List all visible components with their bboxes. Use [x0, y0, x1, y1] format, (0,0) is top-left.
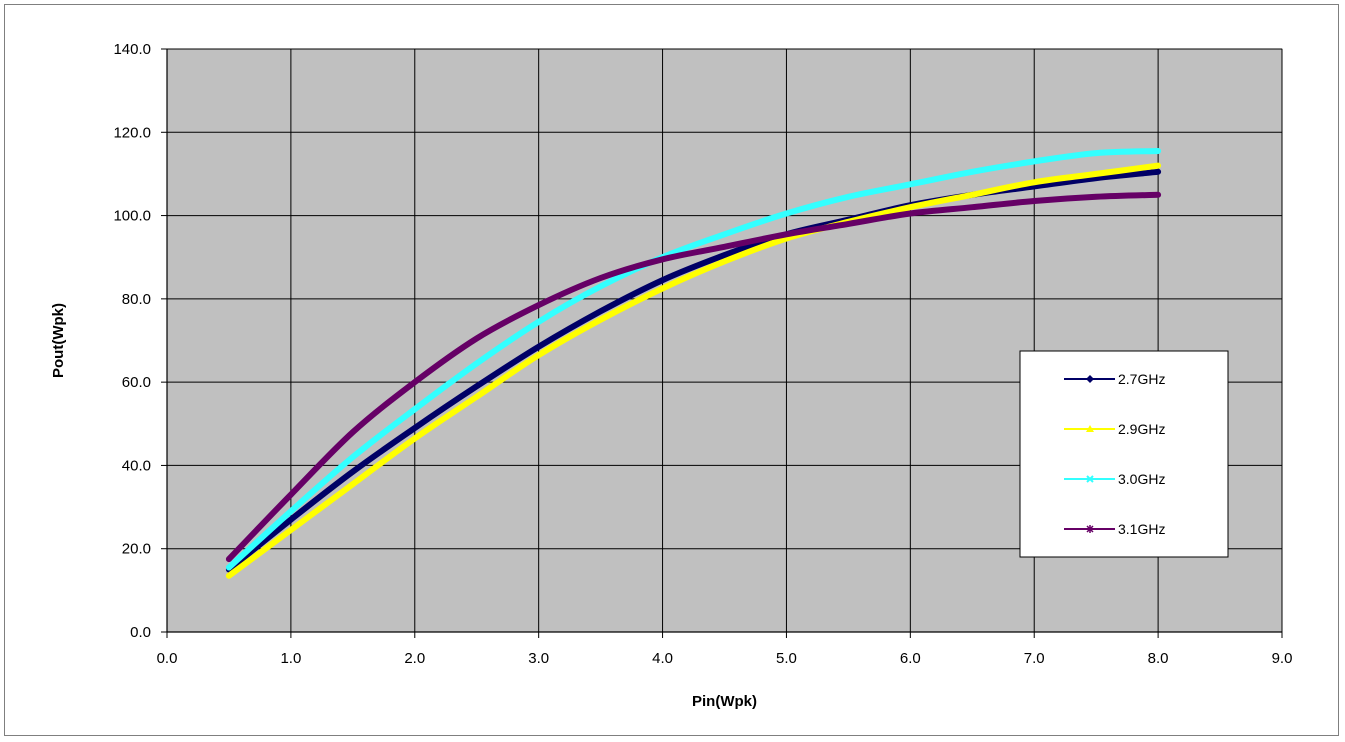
y-tick-label: 0.0 [130, 624, 151, 641]
x-tick-labels: 0.0 1.0 2.0 3.0 4.0 5.0 6.0 7.0 8.0 9.0 [157, 650, 1293, 667]
legend-marker-2-7ghz [1086, 375, 1094, 383]
legend-marker-2-9ghz [1086, 425, 1094, 432]
legend-marker-3-1ghz [1086, 525, 1094, 533]
x-tick-label: 8.0 [1148, 650, 1169, 667]
grid-lines [167, 48, 1283, 632]
series-line-2-9ghz [225, 162, 1162, 579]
legend-label-2-9ghz: 2.9GHz [1118, 421, 1165, 437]
x-tick-label: 5.0 [776, 650, 797, 667]
legend-label-3-0ghz: 3.0GHz [1118, 471, 1165, 487]
x-tick-label: 7.0 [1024, 650, 1045, 667]
y-tick-label: 20.0 [122, 541, 151, 558]
legend-label-3-1ghz: 3.1GHz [1118, 521, 1165, 537]
x-tick-label: 6.0 [900, 650, 921, 667]
x-axis-title: Pin(Wpk) [692, 693, 757, 710]
y-tick-label: 80.0 [122, 291, 151, 308]
x-tick-label: 1.0 [280, 650, 301, 667]
axes [161, 48, 1283, 638]
x-tick-label: 9.0 [1272, 650, 1293, 667]
y-tick-label: 120.0 [113, 124, 151, 141]
x-tick-label: 3.0 [528, 650, 549, 667]
legend-label-2-7ghz: 2.7GHz [1118, 371, 1165, 387]
y-tick-label: 100.0 [113, 208, 151, 225]
x-tick-label: 2.0 [404, 650, 425, 667]
legend-box [1019, 350, 1229, 558]
x-tick-label: 4.0 [652, 650, 673, 667]
legend-marker-3-0ghz [1086, 475, 1094, 483]
series-line-3-0ghz [225, 148, 1162, 571]
x-tick-label: 0.0 [157, 650, 178, 667]
series-line-3-1ghz [225, 191, 1162, 563]
y-axis-title: Pout(Wpk) [50, 303, 67, 378]
y-tick-label: 140.0 [113, 41, 151, 58]
y-tick-label: 60.0 [122, 374, 151, 391]
series-lines [225, 148, 1162, 579]
y-tick-labels: 0.0 20.0 40.0 60.0 80.0 100.0 120.0 140.0 [113, 41, 151, 641]
y-tick-label: 40.0 [122, 457, 151, 474]
legend: 2.7GHz 2.9GHz 3.0GHz 3.1GHz [1019, 350, 1229, 558]
